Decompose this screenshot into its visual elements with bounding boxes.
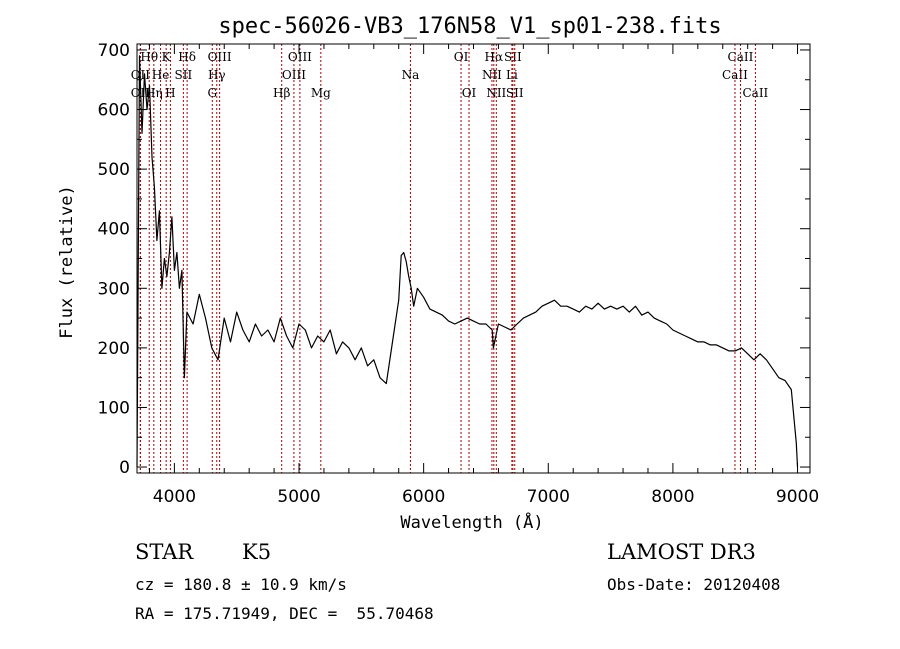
x-axis-label: Wavelength (Å) xyxy=(400,511,543,533)
y-tick-label-2: 200 xyxy=(98,339,130,359)
line-label-26: CaII xyxy=(728,50,754,64)
line-label-9: G xyxy=(207,86,217,100)
line-label-23: Li xyxy=(506,68,518,82)
line-label-20: Hα xyxy=(485,50,504,64)
line-label-16: Na xyxy=(402,68,420,82)
object-class: STAR xyxy=(135,540,194,564)
line-label-24: SII xyxy=(506,86,524,100)
line-label-13: OIII xyxy=(282,68,306,82)
line-label-4: He xyxy=(152,68,170,82)
obs-date: Obs-Date: 20120408 xyxy=(607,575,781,594)
plot-frame xyxy=(136,43,811,474)
x-tick-label-2: 6000 xyxy=(402,487,445,507)
line-label-11: OIII xyxy=(208,50,232,64)
y-tick-label-3: 300 xyxy=(98,279,130,299)
coordinates-text: RA = 175.71949, DEC = 55.70468 xyxy=(135,604,434,623)
y-tick-label-5: 500 xyxy=(98,160,130,180)
x-tick-label-4: 8000 xyxy=(651,487,694,507)
line-label-10: Hγ xyxy=(208,68,226,82)
line-label-12: Hβ xyxy=(273,86,290,100)
line-label-8: Hδ xyxy=(178,50,196,64)
y-axis-label: Flux (relative) xyxy=(57,185,77,339)
y-tick-label-0: 0 xyxy=(119,458,130,478)
spectrum-chart: spec-56026-VB3_176N58_V1_sp01-238.fits O… xyxy=(57,14,820,533)
y-tick-label-4: 400 xyxy=(98,220,130,240)
plot-area: OIIOIIHθHηHeKHSIIHδGHγOIIIHβOIIIOIIIMgNa… xyxy=(98,41,820,507)
spectrum-line xyxy=(136,55,799,468)
line-label-5: K xyxy=(162,50,172,64)
line-label-22: SII xyxy=(504,50,522,64)
line-label-27: CaII xyxy=(742,86,768,100)
survey-name: LAMOST DR3 xyxy=(607,540,756,564)
x-tick-label-1: 5000 xyxy=(277,487,320,507)
line-label-15: Mg xyxy=(311,86,331,100)
x-tick-label-0: 4000 xyxy=(153,487,196,507)
x-tick-label-5: 9000 xyxy=(776,487,819,507)
object-subclass: K5 xyxy=(242,540,272,564)
redshift-text: cz = 180.8 ± 10.9 km/s xyxy=(135,575,347,594)
line-label-6: H xyxy=(165,86,175,100)
line-label-7: SII xyxy=(175,68,193,82)
line-label-19: NII xyxy=(482,68,502,82)
line-label-14: OIII xyxy=(288,50,312,64)
y-tick-label-1: 100 xyxy=(98,398,130,418)
chart-title: spec-56026-VB3_176N58_V1_sp01-238.fits xyxy=(218,14,721,39)
line-label-25: CaII xyxy=(722,68,748,82)
x-tick-label-3: 7000 xyxy=(527,487,570,507)
line-label-18: OI xyxy=(462,86,477,100)
line-label-21: NII xyxy=(486,86,506,100)
line-label-17: OI xyxy=(454,50,469,64)
y-tick-label-7: 700 xyxy=(98,41,130,61)
line-label-2: Hθ xyxy=(140,50,158,64)
y-tick-label-6: 600 xyxy=(98,101,130,121)
